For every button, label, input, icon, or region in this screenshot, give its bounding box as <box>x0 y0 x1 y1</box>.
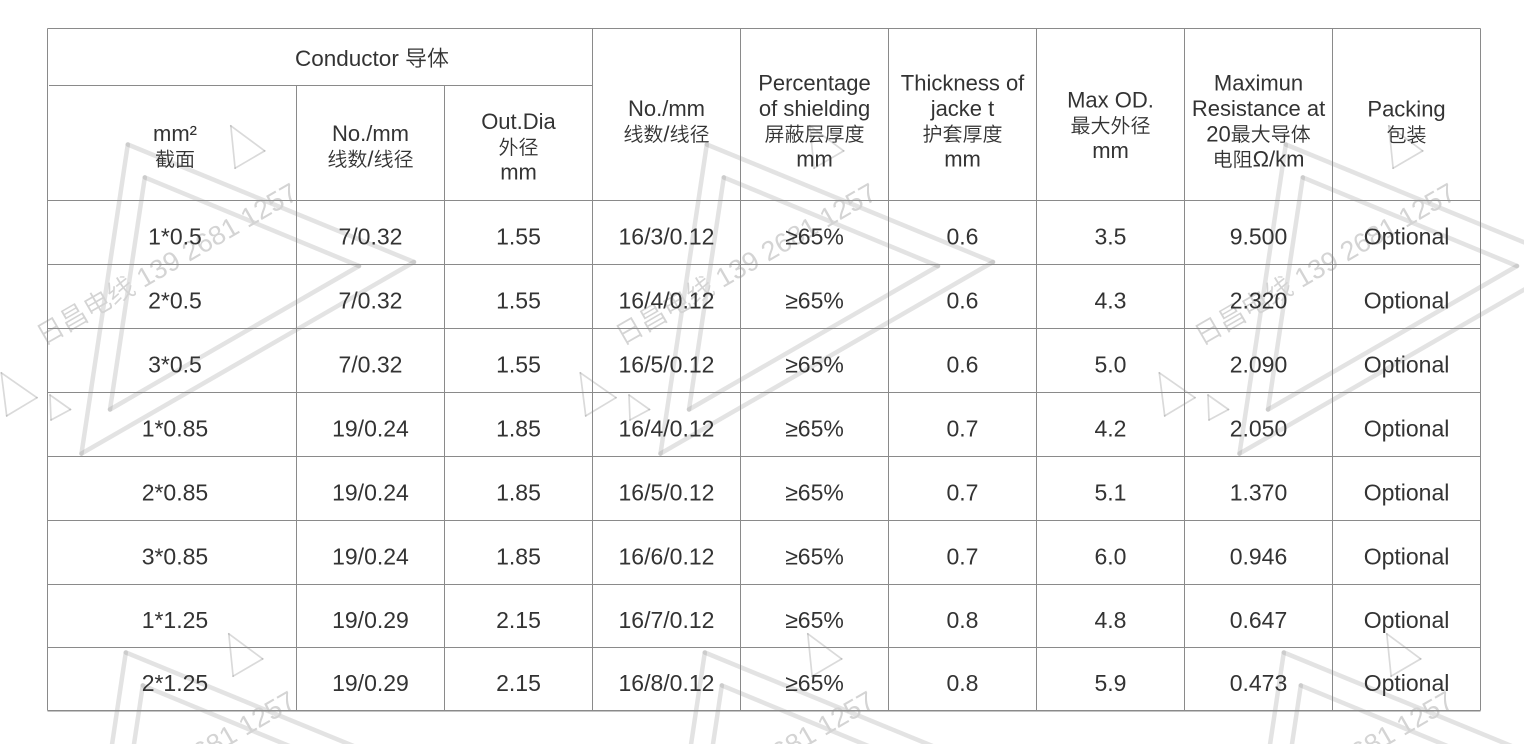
svg-text:1.85: 1.85 <box>496 415 541 441</box>
svg-text:Optional: Optional <box>1364 543 1450 569</box>
svg-text:No./mm: No./mm <box>628 96 705 121</box>
svg-text:1.85: 1.85 <box>496 479 541 505</box>
svg-text:7/0.32: 7/0.32 <box>339 287 403 313</box>
svg-text:0.946: 0.946 <box>1230 543 1288 569</box>
svg-text:1*1.25: 1*1.25 <box>142 607 209 633</box>
svg-text:≥65%: ≥65% <box>785 543 844 569</box>
svg-text:≥65%: ≥65% <box>785 287 844 313</box>
svg-text:0.473: 0.473 <box>1230 670 1288 696</box>
svg-text:2.15: 2.15 <box>496 607 541 633</box>
svg-text:Resistance at: Resistance at <box>1192 96 1325 121</box>
svg-text:19/0.29: 19/0.29 <box>332 607 409 633</box>
svg-text:Optional: Optional <box>1364 223 1450 249</box>
svg-text:4.2: 4.2 <box>1095 415 1127 441</box>
svg-text:0.647: 0.647 <box>1230 607 1288 633</box>
svg-text:20: 20 <box>1206 121 1230 146</box>
svg-text:mm: mm <box>796 147 833 172</box>
svg-text:1*0.5: 1*0.5 <box>148 223 202 249</box>
svg-text:Out.Dia: Out.Dia <box>481 109 556 134</box>
svg-text:No./mm: No./mm <box>332 121 409 146</box>
svg-text:0.7: 0.7 <box>947 415 979 441</box>
svg-text:Thickness of: Thickness of <box>901 71 1025 96</box>
svg-text:≥65%: ≥65% <box>785 351 844 377</box>
svg-text:Ω/km: Ω/km <box>1253 147 1305 172</box>
svg-text:6.0: 6.0 <box>1095 543 1127 569</box>
svg-text:mm: mm <box>500 160 537 185</box>
svg-text:≥65%: ≥65% <box>785 670 844 696</box>
svg-text:19/0.24: 19/0.24 <box>332 415 409 441</box>
svg-text:/: / <box>663 121 670 146</box>
svg-text:19/0.29: 19/0.29 <box>332 670 409 696</box>
svg-text:4.8: 4.8 <box>1095 607 1127 633</box>
svg-text:Optional: Optional <box>1364 479 1450 505</box>
svg-text:16/3/0.12: 16/3/0.12 <box>619 223 715 249</box>
svg-text:Packing: Packing <box>1367 97 1445 122</box>
svg-text:jacke t: jacke t <box>930 96 995 121</box>
svg-text:0.6: 0.6 <box>947 351 979 377</box>
svg-text:9.500: 9.500 <box>1230 223 1288 249</box>
svg-text:1.370: 1.370 <box>1230 479 1288 505</box>
svg-text:2.090: 2.090 <box>1230 351 1288 377</box>
svg-text:1*0.85: 1*0.85 <box>142 415 209 441</box>
svg-text:0.8: 0.8 <box>947 607 979 633</box>
svg-text:16/4/0.12: 16/4/0.12 <box>619 415 715 441</box>
svg-text:Max OD.: Max OD. <box>1067 88 1154 113</box>
svg-text:0.6: 0.6 <box>947 223 979 249</box>
svg-text:0.6: 0.6 <box>947 287 979 313</box>
svg-text:16/6/0.12: 16/6/0.12 <box>619 543 715 569</box>
svg-text:Percentage: Percentage <box>758 71 871 96</box>
svg-text:4.3: 4.3 <box>1095 287 1127 313</box>
svg-text:Maximun: Maximun <box>1214 71 1303 96</box>
svg-text:3.5: 3.5 <box>1095 223 1127 249</box>
svg-text:2*0.85: 2*0.85 <box>142 479 209 505</box>
svg-text:≥65%: ≥65% <box>785 415 844 441</box>
svg-text:3*0.5: 3*0.5 <box>148 351 202 377</box>
svg-text:16/4/0.12: 16/4/0.12 <box>619 287 715 313</box>
svg-text:mm: mm <box>1092 138 1129 163</box>
svg-text:2.15: 2.15 <box>496 670 541 696</box>
svg-text:2*0.5: 2*0.5 <box>148 287 202 313</box>
svg-text:19/0.24: 19/0.24 <box>332 543 409 569</box>
svg-text:mm²: mm² <box>153 121 197 146</box>
svg-text:≥65%: ≥65% <box>785 479 844 505</box>
svg-text:Conductor: Conductor <box>295 46 399 71</box>
svg-text:5.9: 5.9 <box>1095 670 1127 696</box>
svg-text:/: / <box>367 146 374 171</box>
svg-text:1.55: 1.55 <box>496 351 541 377</box>
svg-text:0.7: 0.7 <box>947 543 979 569</box>
svg-text:2.320: 2.320 <box>1230 287 1288 313</box>
svg-text:0.7: 0.7 <box>947 479 979 505</box>
svg-text:Optional: Optional <box>1364 670 1450 696</box>
svg-text:1.55: 1.55 <box>496 223 541 249</box>
svg-text:5.1: 5.1 <box>1095 479 1127 505</box>
svg-text:Optional: Optional <box>1364 287 1450 313</box>
svg-text:7/0.32: 7/0.32 <box>339 223 403 249</box>
svg-text:mm: mm <box>944 147 981 172</box>
svg-text:1.85: 1.85 <box>496 543 541 569</box>
svg-text:of shielding: of shielding <box>759 96 870 121</box>
svg-text:Optional: Optional <box>1364 607 1450 633</box>
svg-text:19/0.24: 19/0.24 <box>332 479 409 505</box>
svg-text:16/8/0.12: 16/8/0.12 <box>619 670 715 696</box>
svg-text:2.050: 2.050 <box>1230 415 1288 441</box>
svg-text:16/5/0.12: 16/5/0.12 <box>619 479 715 505</box>
svg-text:≥65%: ≥65% <box>785 223 844 249</box>
svg-text:1.55: 1.55 <box>496 287 541 313</box>
svg-text:16/5/0.12: 16/5/0.12 <box>619 351 715 377</box>
svg-text:0.8: 0.8 <box>947 670 979 696</box>
svg-text:3*0.85: 3*0.85 <box>142 543 209 569</box>
svg-text:5.0: 5.0 <box>1095 351 1127 377</box>
svg-text:2*1.25: 2*1.25 <box>142 670 209 696</box>
svg-text:7/0.32: 7/0.32 <box>339 351 403 377</box>
svg-text:16/7/0.12: 16/7/0.12 <box>619 607 715 633</box>
svg-text:Optional: Optional <box>1364 415 1450 441</box>
svg-text:≥65%: ≥65% <box>785 607 844 633</box>
svg-text:Optional: Optional <box>1364 351 1450 377</box>
